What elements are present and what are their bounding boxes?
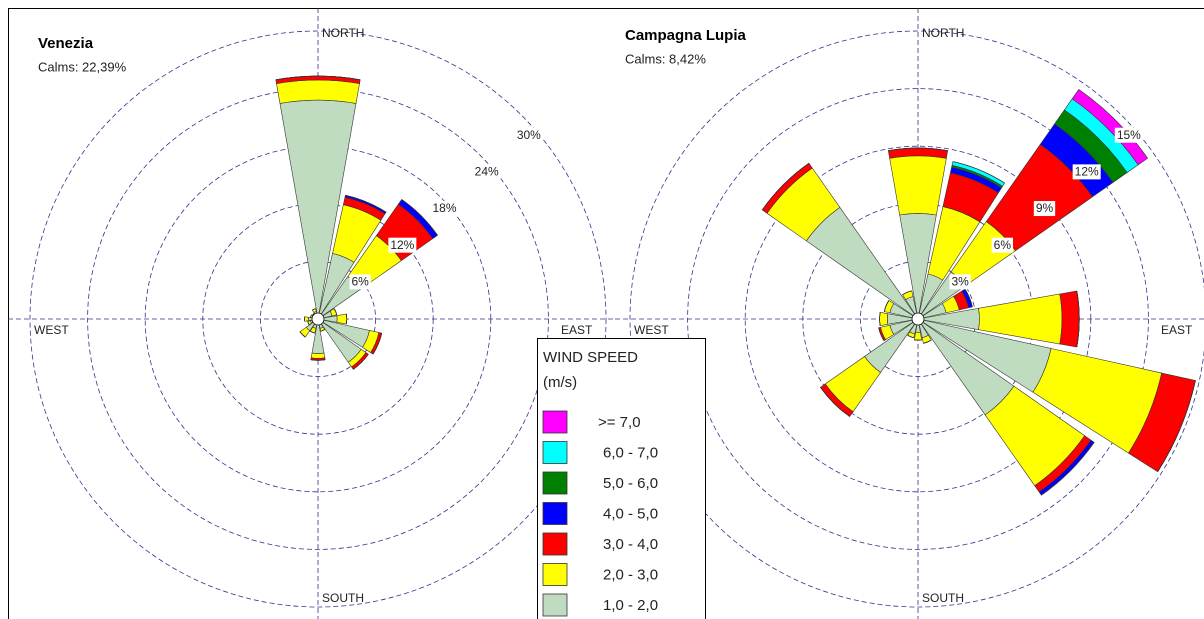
direction-label: EAST [561,323,593,337]
legend-swatch [542,563,568,586]
legend-label: 3,0 - 4,0 [603,536,658,553]
grid-ring [687,88,1149,550]
ring-label-bg [1072,164,1101,180]
legend-swatch [542,593,568,617]
calm-circle [311,312,325,326]
wind-sector [907,334,914,339]
direction-label: SOUTH [322,591,364,605]
legend-swatch [542,532,568,556]
grid-ring [629,30,1204,608]
ring-label-bg [514,127,543,143]
wind-sector [1157,380,1196,472]
ring-label-bg [949,274,971,290]
chart-subtitle: Calms: 8,42% [625,51,706,66]
direction-label: WEST [34,323,69,337]
wind-sector [879,311,889,327]
wind-sector [310,359,326,361]
ring-label: 6% [351,275,369,289]
wind-sector [913,331,923,341]
ring-label-bg [349,274,371,290]
wind-sector [879,312,881,326]
ring-label: 24% [475,165,499,179]
grid-ring [87,88,549,550]
wind-sector [299,331,306,338]
legend-label: 6,0 - 7,0 [603,444,658,461]
wind-sector [310,330,315,334]
wind-sector [276,79,360,104]
calm-circle [911,312,925,326]
chart-title: Campagna Lupia [625,27,747,44]
wind-rose: 3% 6% 9% 12% 15% NORTH SOUTH WEST EAST Campagna L… [615,8,1204,619]
ring-label-bg [991,237,1014,253]
legend-label: 4,0 - 5,0 [603,505,658,522]
wind-sector [1071,88,1149,166]
wind-sector [333,308,338,315]
grid-ring [202,203,434,435]
direction-label: NORTH [322,26,364,40]
wind-rose: 6% 12% 18% 24% 30% NORTH SOUTH WEST EAST Venezia C… [8,8,615,619]
chart-subtitle: Calms: 22,39% [38,59,127,74]
legend-swatch [542,471,568,495]
grid-ring [259,260,376,377]
wind-sector [889,155,947,216]
legend-swatch [542,441,568,464]
legend-label: 1,0 - 2,0 [603,597,658,614]
grid-ring [29,30,607,608]
wind-sector [372,333,383,355]
legend-swatch [542,502,568,525]
ring-label: 30% [517,128,541,142]
ring-label-bg [388,237,417,253]
wind-sector [878,327,885,341]
ring-label: 15% [1117,128,1141,142]
wind-sector [820,387,850,417]
ring-label-bg [1033,201,1056,217]
direction-label: WEST [634,323,669,337]
ring-label-bg [1114,127,1143,143]
ring-label: 6% [994,238,1012,252]
wind-sector [310,352,326,359]
wind-sector [310,314,312,318]
ring-label: 12% [390,238,414,252]
ring-label-bg [430,201,459,217]
wind-sector [1059,290,1080,348]
wind-sector [312,308,316,311]
legend: WIND SPEED (m/s) 1,0 - 2,0 2,0 - 3,0 3,0 - 4… [537,338,706,619]
ring-label: 18% [432,201,456,215]
legend-swatch [542,410,568,434]
direction-label: EAST [1161,323,1193,337]
wind-sector [888,147,948,152]
ring-label: 9% [1036,201,1054,215]
grid-ring [744,145,1092,493]
ring-label-bg [472,164,501,180]
wind-sector [336,313,348,325]
legend-label: >= 7,0 [598,414,641,431]
legend-title: WIND SPEED [543,349,638,366]
legend-label: 5,0 - 6,0 [603,475,658,492]
ring-label: 12% [1075,165,1099,179]
legend-label: 2,0 - 3,0 [603,566,658,583]
wind-sector [353,354,369,370]
wind-sector [304,316,309,322]
legend-subtitle: (m/s) [543,374,577,391]
wind-sector [883,300,890,312]
chart-title: Venezia [38,35,94,52]
direction-label: NORTH [922,26,964,40]
direction-label: SOUTH [922,591,964,605]
ring-label: 3% [951,275,969,289]
grid-ring [144,145,492,493]
wind-sector [307,321,310,325]
